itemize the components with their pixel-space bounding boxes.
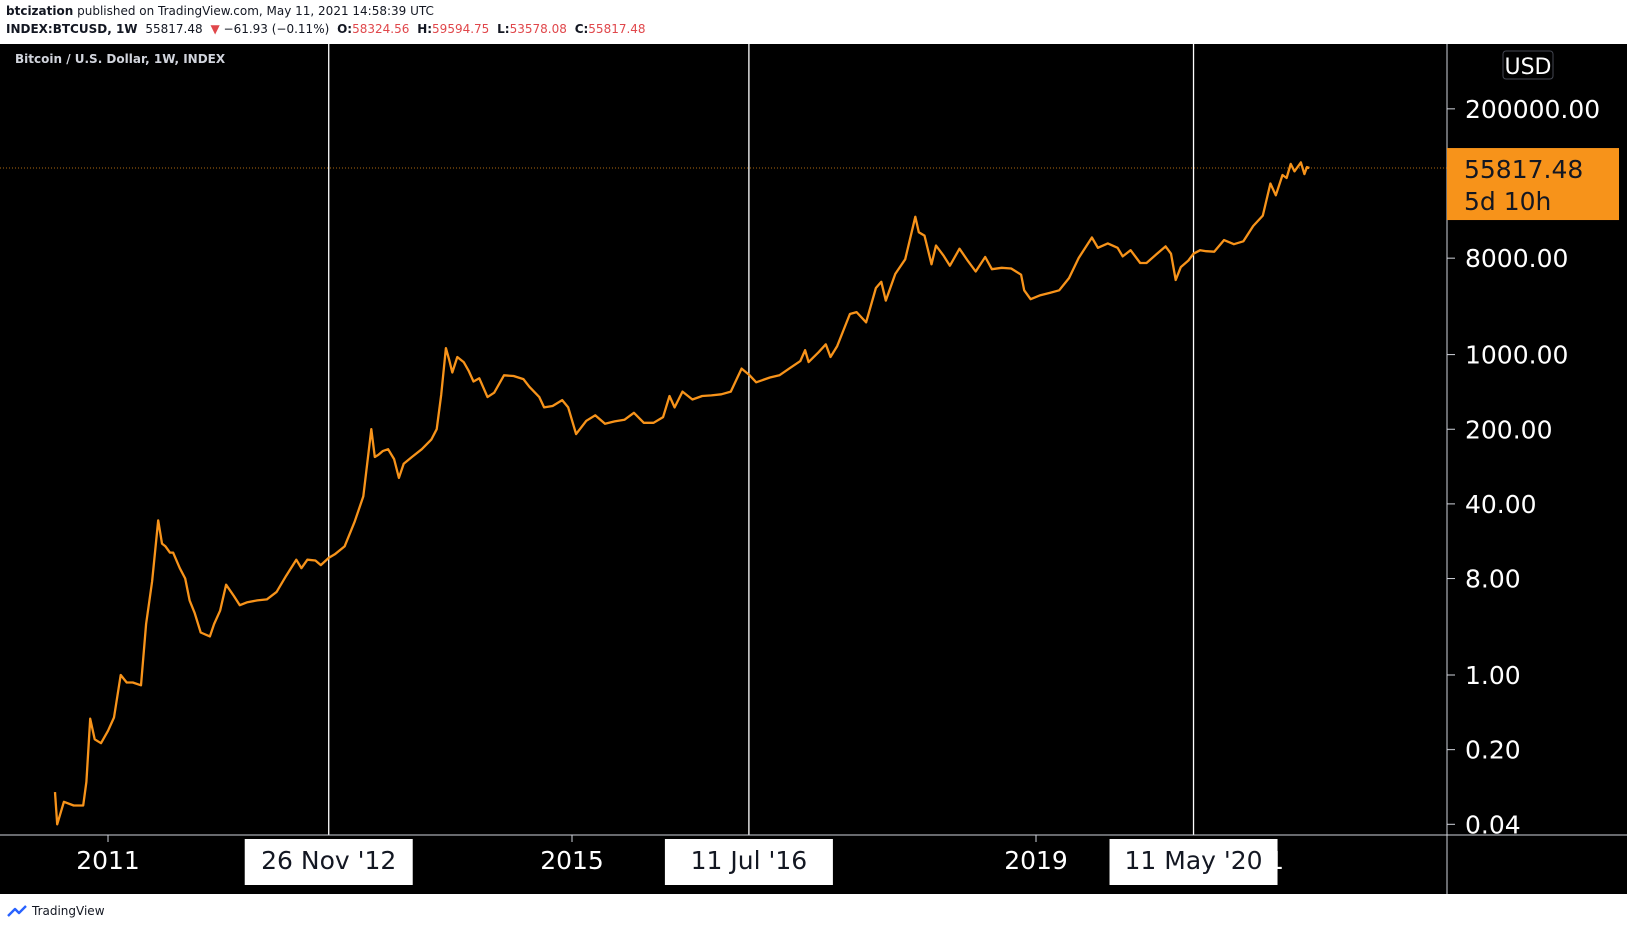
y-tick-label: 40.00 — [1465, 490, 1537, 519]
ohlc-legend: INDEX:BTCUSD, 1W 55817.48 ▼ −61.93 (−0.1… — [6, 22, 646, 36]
x-tick-label: 2019 — [1004, 846, 1068, 875]
low-value: 53578.08 — [509, 22, 567, 36]
symbol-label: INDEX:BTCUSD, 1W — [6, 22, 138, 36]
halving-label-text: 11 Jul '16 — [691, 846, 808, 875]
close-label: C: — [574, 22, 589, 36]
tradingview-logo[interactable]: TradingView — [6, 904, 105, 918]
y-tick-label: 8.00 — [1465, 565, 1521, 594]
y-tick-label: 1000.00 — [1465, 341, 1568, 370]
halving-date-label: 11 May '20 — [1109, 839, 1278, 885]
last-price-badge-bg — [1447, 148, 1619, 221]
chart-background — [0, 44, 1627, 894]
published-text: published on TradingView.com, May 11, 20… — [77, 4, 434, 18]
y-tick-label: 1.00 — [1465, 661, 1521, 690]
low-label: L: — [497, 22, 510, 36]
high-value: 59594.75 — [432, 22, 490, 36]
y-tick-label: 8000.00 — [1465, 244, 1568, 273]
publish-info: btcization published on TradingView.com,… — [6, 4, 434, 18]
last-price-badge: 55817.48 5d 10h — [1447, 148, 1619, 221]
halving-date-label: 11 Jul '16 — [664, 839, 833, 885]
last-price-value: 55817.48 — [1464, 155, 1583, 184]
halving-label-text: 11 May '20 — [1124, 846, 1262, 875]
chart-title: Bitcoin / U.S. Dollar, 1W, INDEX — [15, 52, 226, 66]
x-tick-label: 2011 — [76, 846, 140, 875]
price-chart[interactable]: Bitcoin / U.S. Dollar, 1W, INDEX 1600000… — [0, 44, 1627, 894]
halving-date-label: 26 Nov '12 — [244, 839, 413, 885]
y-tick-label: 200000.00 — [1465, 95, 1600, 124]
y-tick-label: 200.00 — [1465, 415, 1552, 444]
halving-label-text: 26 Nov '12 — [261, 846, 396, 875]
open-value: 58324.56 — [352, 22, 410, 36]
halving-label-box — [244, 839, 413, 885]
publisher-name[interactable]: btcization — [6, 4, 74, 18]
last-price: 55817.48 — [145, 22, 203, 36]
y-tick-label: 0.20 — [1465, 736, 1521, 765]
currency-label[interactable]: USD — [1502, 50, 1554, 80]
tradingview-brand: TradingView — [32, 904, 105, 918]
down-arrow-icon: ▼ — [210, 22, 220, 36]
open-label: O: — [337, 22, 353, 36]
currency-text: USD — [1504, 55, 1551, 80]
price-series-line — [53, 161, 1310, 826]
chart-header: btcization published on TradingView.com,… — [0, 0, 1627, 44]
halving-label-box — [1109, 839, 1278, 885]
halving-label-box — [664, 839, 833, 885]
cloud-icon — [7, 905, 27, 917]
bar-countdown: 5d 10h — [1464, 187, 1551, 216]
close-value: 55817.48 — [588, 22, 646, 36]
x-tick-label: 2015 — [540, 846, 604, 875]
currency-box — [1502, 50, 1554, 80]
high-label: H: — [417, 22, 433, 36]
footer — [0, 894, 1627, 929]
y-tick-label: 0.04 — [1465, 810, 1521, 839]
price-change: −61.93 (−0.11%) — [223, 22, 330, 36]
